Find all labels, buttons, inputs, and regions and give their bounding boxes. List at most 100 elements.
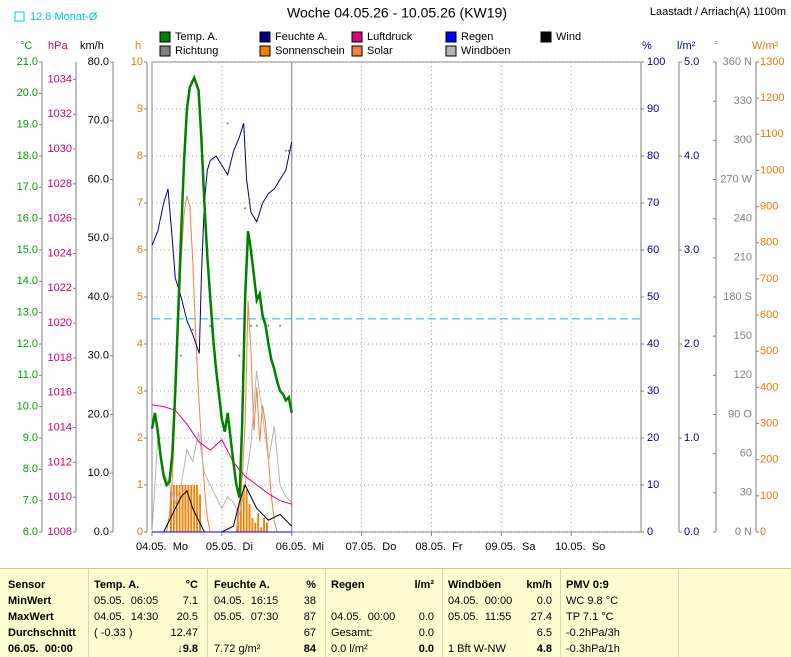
y-tick-label: 12.0 bbox=[17, 338, 38, 350]
table-cell: 1 Bft W-NW bbox=[448, 643, 506, 655]
y-tick-label: 15.0 bbox=[17, 244, 38, 256]
table-cell: PMV 0:9 bbox=[566, 579, 609, 591]
direction-dot bbox=[267, 324, 270, 327]
sunshine-bar bbox=[193, 485, 196, 532]
y-tick-label: 2 bbox=[137, 432, 143, 444]
y-tick-label: 8 bbox=[137, 150, 143, 162]
legend-swatch bbox=[259, 31, 271, 43]
legend-swatch bbox=[445, 45, 457, 57]
y-tick-label: 4.0 bbox=[684, 150, 699, 162]
sunshine-bar bbox=[266, 522, 268, 532]
y-tick-label: 3 bbox=[137, 385, 143, 397]
y-tick-label: 60.0 bbox=[88, 173, 109, 185]
legend-swatch bbox=[445, 31, 457, 43]
column-separator bbox=[207, 569, 208, 657]
y-tick-label: 50 bbox=[647, 291, 659, 303]
y-tick-label: 10.0 bbox=[88, 467, 109, 479]
table-cell: MaxWert bbox=[8, 611, 54, 623]
y-tick-label: 0.0 bbox=[684, 526, 699, 538]
y-tick-label: 80.0 bbox=[88, 56, 109, 68]
legend-label: Luftdruck bbox=[367, 31, 413, 43]
table-cell: 0.0 bbox=[418, 643, 434, 655]
sunshine-bar bbox=[178, 485, 181, 532]
y-tick-label: 9 bbox=[137, 103, 143, 115]
series-line bbox=[151, 122, 293, 354]
sunshine-bar bbox=[248, 503, 251, 532]
y-tick-label: 1022 bbox=[48, 282, 72, 294]
x-tick-label: 05.05. Di bbox=[206, 541, 253, 553]
y-tick-label: 100 bbox=[647, 56, 665, 68]
direction-dot bbox=[255, 324, 258, 327]
sunshine-bar bbox=[181, 485, 184, 532]
x-tick-label: 09.05. Sa bbox=[485, 541, 536, 553]
sunshine-bar bbox=[242, 485, 245, 532]
y-tick-label: 60 bbox=[647, 244, 659, 256]
x-tick-label: 08.05. Fr bbox=[415, 541, 462, 553]
direction-dot bbox=[244, 207, 247, 210]
y-tick-label: 90 O bbox=[728, 408, 752, 420]
axis-unit: °C bbox=[20, 40, 32, 52]
legend-label: Richtung bbox=[175, 45, 218, 57]
axis-unit: km/h bbox=[80, 40, 104, 52]
direction-dot bbox=[284, 149, 287, 152]
y-tick-label: 6.0 bbox=[23, 526, 38, 538]
y-tick-label: 200 bbox=[760, 454, 778, 466]
y-tick-label: 7.0 bbox=[23, 495, 38, 507]
y-tick-label: 1010 bbox=[48, 491, 72, 503]
y-tick-label: 1300 bbox=[760, 56, 784, 68]
y-tick-label: 240 bbox=[734, 213, 752, 225]
legend-swatch bbox=[159, 45, 171, 57]
direction-dot bbox=[279, 324, 282, 327]
y-tick-label: 5 bbox=[137, 291, 143, 303]
y-tick-label: 30 bbox=[647, 385, 659, 397]
column-separator bbox=[678, 569, 679, 657]
column-separator bbox=[442, 569, 443, 657]
table-cell: 38 bbox=[303, 595, 316, 607]
y-tick-label: 400 bbox=[760, 381, 778, 393]
y-tick-label: 10 bbox=[131, 56, 143, 68]
y-tick-label: 1200 bbox=[760, 92, 784, 104]
y-tick-label: 16.0 bbox=[17, 213, 38, 225]
y-tick-label: 20.0 bbox=[17, 87, 38, 99]
y-tick-label: 70 bbox=[647, 197, 659, 209]
table-cell: 04.05. 14:30 bbox=[94, 611, 159, 623]
table-cell: Regen bbox=[331, 579, 365, 591]
legend-label: Sonnenschein bbox=[275, 45, 345, 57]
y-tick-label: 5.0 bbox=[684, 56, 699, 68]
legend-label: Regen bbox=[461, 31, 493, 43]
column-separator bbox=[560, 569, 561, 657]
table-cell: 7.72 g/m² bbox=[214, 643, 261, 655]
table-cell: 4.8 bbox=[536, 643, 552, 655]
table-cell: 0.0 bbox=[536, 595, 552, 607]
y-tick-label: 1028 bbox=[48, 178, 72, 190]
y-tick-label: 330 bbox=[734, 95, 752, 107]
y-tick-label: 1030 bbox=[48, 143, 72, 155]
table-cell: 05.05. 11:55 bbox=[448, 611, 512, 623]
table-cell: -0.2hPa/3h bbox=[566, 627, 620, 639]
y-tick-label: 40.0 bbox=[88, 291, 109, 303]
axis-unit: ° bbox=[714, 40, 718, 52]
table-cell: km/h bbox=[526, 579, 552, 591]
sunshine-bar bbox=[245, 489, 248, 532]
x-tick-label: 06.05. Mi bbox=[276, 541, 324, 553]
y-tick-label: 360 N bbox=[723, 56, 752, 68]
legend-label: Windböen bbox=[461, 45, 511, 57]
y-tick-label: 0 N bbox=[735, 526, 752, 538]
reference-icon bbox=[14, 11, 25, 22]
table-cell: 7.1 bbox=[182, 595, 198, 607]
chart-title: Woche 04.05.26 - 10.05.26 (KW19) bbox=[287, 5, 507, 21]
series-line bbox=[151, 370, 293, 533]
sunshine-bar bbox=[251, 517, 254, 532]
y-tick-label: 1.0 bbox=[684, 432, 699, 444]
sunshine-bar bbox=[263, 517, 266, 532]
y-tick-label: 50.0 bbox=[88, 232, 109, 244]
x-tick-label: 10.05. So bbox=[555, 541, 605, 553]
y-tick-label: 17.0 bbox=[17, 181, 38, 193]
table-cell: 05.05. 06:05 bbox=[94, 595, 159, 607]
table-cell: Gesamt: bbox=[331, 627, 373, 639]
table-cell: 04.05. 00:00 bbox=[448, 595, 513, 607]
y-tick-label: 900 bbox=[760, 201, 778, 213]
y-tick-label: 80 bbox=[647, 150, 659, 162]
y-tick-label: 1 bbox=[137, 479, 143, 491]
y-tick-label: 9.0 bbox=[23, 432, 38, 444]
